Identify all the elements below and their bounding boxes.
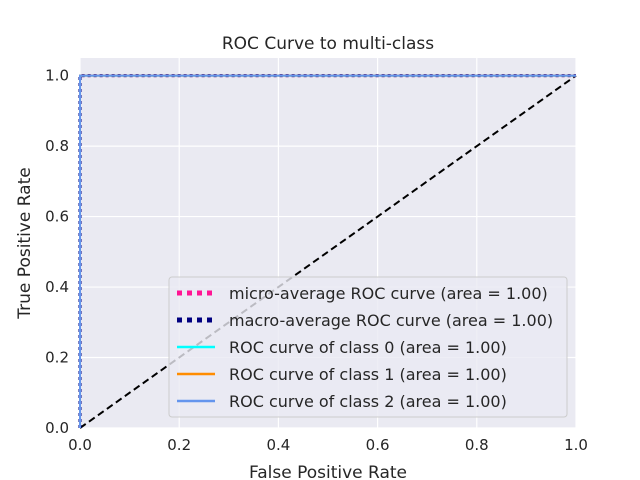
legend-label-2: ROC curve of class 0 (area = 1.00) xyxy=(229,338,507,357)
x-tick-label: 0.8 xyxy=(465,436,489,454)
y-tick-label: 1.0 xyxy=(45,67,69,85)
series-line-4 xyxy=(79,74,576,428)
reference-diagonal-group xyxy=(79,74,577,429)
legend-label-1: macro-average ROC curve (area = 1.00) xyxy=(229,311,553,330)
y-tick-label: 0.4 xyxy=(45,278,69,296)
x-axis-label: False Positive Rate xyxy=(249,463,407,480)
x-tick-labels: 0.0 0.2 0.4 0.6 0.8 1.0 xyxy=(68,436,588,454)
x-tick-label: 0.0 xyxy=(68,436,92,454)
legend: micro-average ROC curve (area = 1.00) mac… xyxy=(168,276,568,418)
series-lines xyxy=(78,74,576,428)
x-tick-label: 1.0 xyxy=(564,436,588,454)
y-tick-label: 0.0 xyxy=(45,419,69,437)
x-tick-label: 0.2 xyxy=(167,436,191,454)
legend-label-0: micro-average ROC curve (area = 1.00) xyxy=(229,284,548,303)
y-tick-label: 0.8 xyxy=(45,137,69,155)
y-tick-labels: 0.0 0.2 0.4 0.6 0.8 1.0 xyxy=(45,67,69,437)
reference-diagonal-line xyxy=(79,74,577,429)
y-tick-label: 0.6 xyxy=(45,208,69,226)
y-tick-label: 0.2 xyxy=(45,349,69,367)
x-tick-label: 0.6 xyxy=(366,436,390,454)
legend-label-4: ROC curve of class 2 (area = 1.00) xyxy=(229,392,507,411)
legend-box xyxy=(168,276,568,418)
y-axis-label: True Positive Rate xyxy=(15,167,35,319)
legend-label-3: ROC curve of class 1 (area = 1.00) xyxy=(229,365,507,384)
x-tick-label: 0.4 xyxy=(266,436,290,454)
chart-title: ROC Curve to multi-class xyxy=(222,34,434,54)
grid-lines xyxy=(79,58,577,429)
